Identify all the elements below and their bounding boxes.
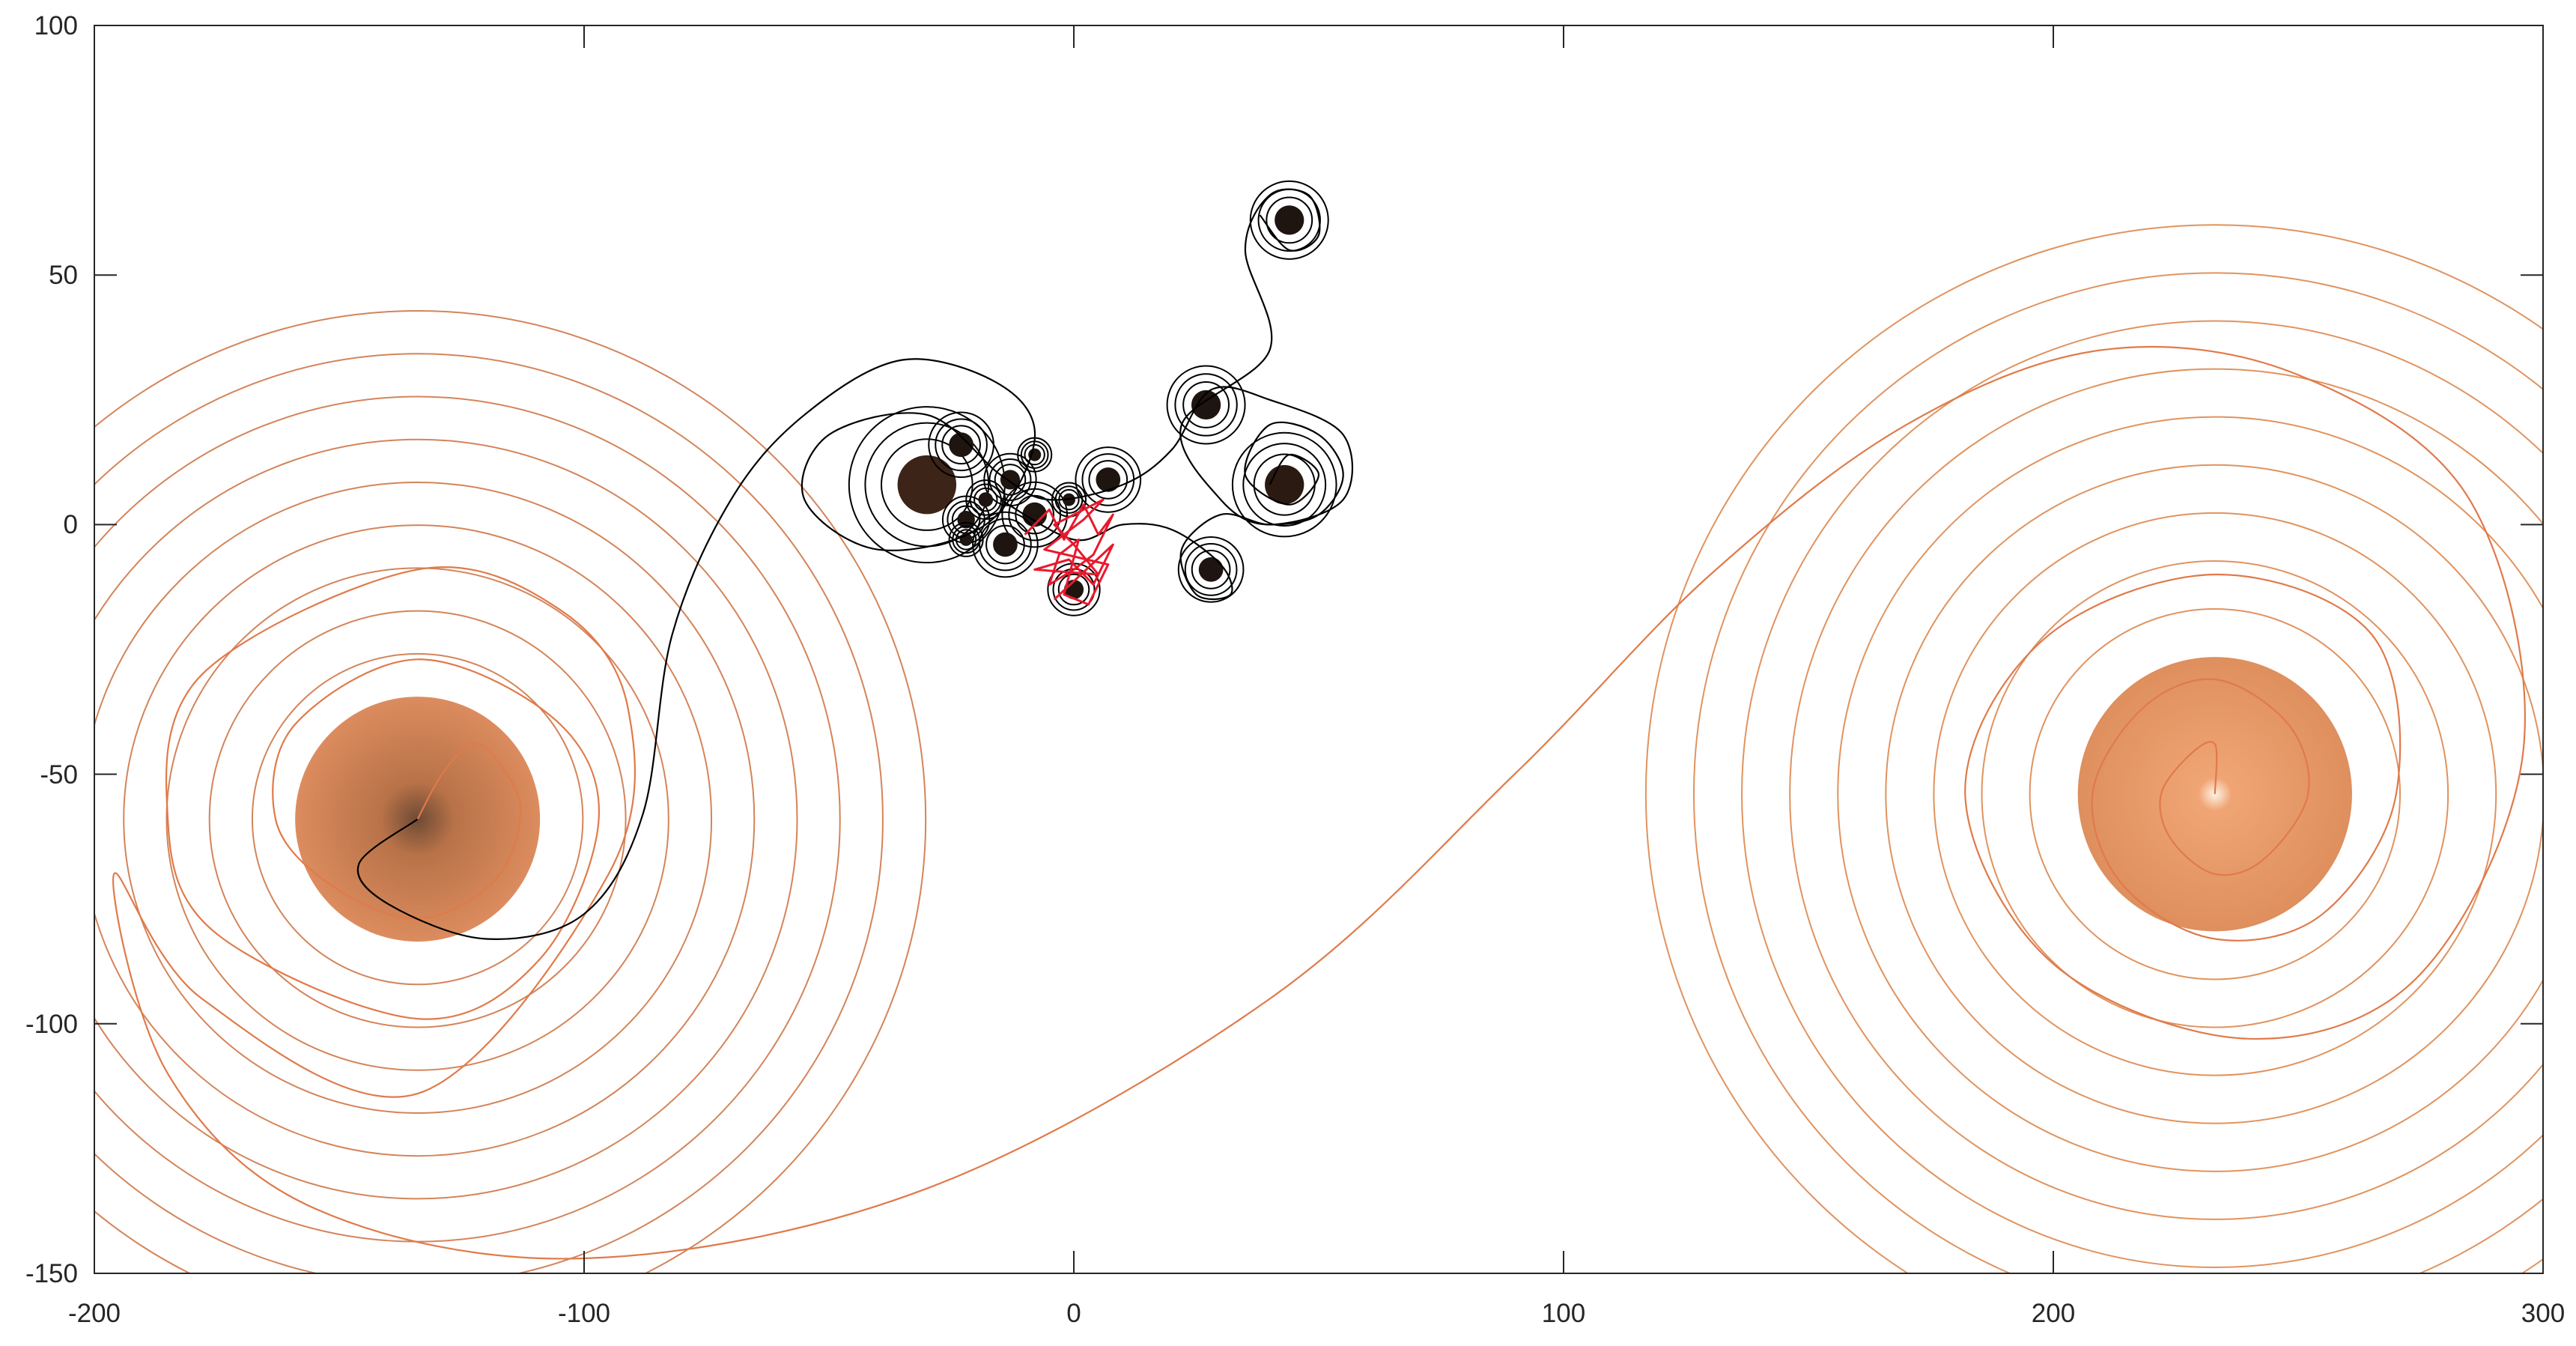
vortex-ring (1231, 431, 1337, 538)
vortex-ring (1789, 368, 2543, 1220)
x-tick-label: 200 (2032, 1299, 2075, 1328)
x-tick-label: 300 (2521, 1299, 2565, 1328)
vortex-ring (1693, 272, 2543, 1273)
vortex-ring (1191, 550, 1231, 589)
y-tick-label: 50 (49, 261, 78, 290)
vortex-ring (1075, 446, 1142, 513)
vortex-ring (985, 524, 1025, 565)
vortex-core (993, 532, 1018, 557)
y-tick-label: 100 (34, 11, 78, 40)
vortex-ring (251, 652, 584, 986)
vortex-ring (994, 464, 1027, 496)
vortex-ring (972, 511, 1039, 578)
trajectory-line (356, 188, 1354, 940)
vortex-ring (1015, 494, 1055, 535)
x-tick-label: -100 (558, 1299, 610, 1328)
x-tick-label: -200 (68, 1299, 121, 1328)
vortex-ring (2029, 608, 2402, 980)
y-tick-label: -150 (25, 1259, 78, 1288)
y-axis-ticks (94, 25, 2543, 1274)
vortex-ring (1088, 460, 1128, 500)
vortex-ring (948, 521, 984, 557)
vortex-core (1275, 205, 1304, 235)
vortex-ring (928, 411, 994, 479)
vortex-ring (1182, 381, 1230, 428)
trajectory-line (1000, 421, 1344, 601)
vortex-ring (1174, 373, 1238, 437)
vortex-ring (1933, 512, 2497, 1076)
vortex-ring (94, 310, 926, 1273)
x-axis-ticks (94, 25, 2544, 1273)
vortex-ring (165, 567, 669, 1071)
x-tick-label: 0 (1066, 1299, 1081, 1328)
vortex-core (1022, 502, 1048, 527)
trajectory-line (112, 345, 2526, 1260)
vortex-ring (973, 487, 998, 512)
vortex-ring (208, 610, 627, 1028)
y-axis-tick-labels: -150 -100 -50 0 50 100 (25, 11, 78, 1288)
vortex-core (1096, 467, 1121, 492)
vortex-ring (1001, 481, 1069, 548)
vortex-core (1191, 389, 1221, 420)
vortex-ring (1249, 180, 1329, 260)
vortex-core (978, 492, 994, 507)
vortex-ring (1184, 543, 1238, 596)
vortex-ring (941, 425, 981, 465)
vortex-core (1028, 448, 1042, 461)
vortex-ring (1177, 536, 1245, 603)
vortex-ring (94, 353, 884, 1273)
x-axis-tick-labels: -200 -100 0 100 200 300 (68, 1299, 2565, 1328)
y-tick-label: -100 (25, 1010, 78, 1039)
axes-box (94, 25, 2544, 1274)
vortex-ring (935, 418, 988, 472)
vortex-ring (94, 482, 756, 1157)
vortex-ring (94, 438, 798, 1200)
vortex-ring (1057, 573, 1090, 606)
x-tick-label: 100 (1542, 1299, 1585, 1328)
trajectory-line (1024, 498, 1114, 606)
vortex-ring (1242, 443, 1327, 527)
vortex-ring (965, 479, 1006, 521)
vortex-core (949, 432, 973, 458)
vortex-ring (1166, 365, 1246, 445)
vortex-ring (1837, 416, 2543, 1172)
vortex-ring (1885, 464, 2543, 1124)
vortex-ring (123, 524, 713, 1114)
y-tick-label: -50 (40, 760, 78, 789)
data-layer (94, 180, 2543, 1273)
vortex-ring (1741, 320, 2543, 1268)
vortex-ring (1645, 224, 2543, 1273)
vortex-ring (988, 458, 1032, 501)
vortex-core (1198, 557, 1224, 582)
vortex-ring (1266, 196, 1313, 244)
vortex-ring (1981, 560, 2449, 1028)
y-tick-label: 0 (64, 510, 78, 539)
vortex-ring (979, 518, 1032, 572)
